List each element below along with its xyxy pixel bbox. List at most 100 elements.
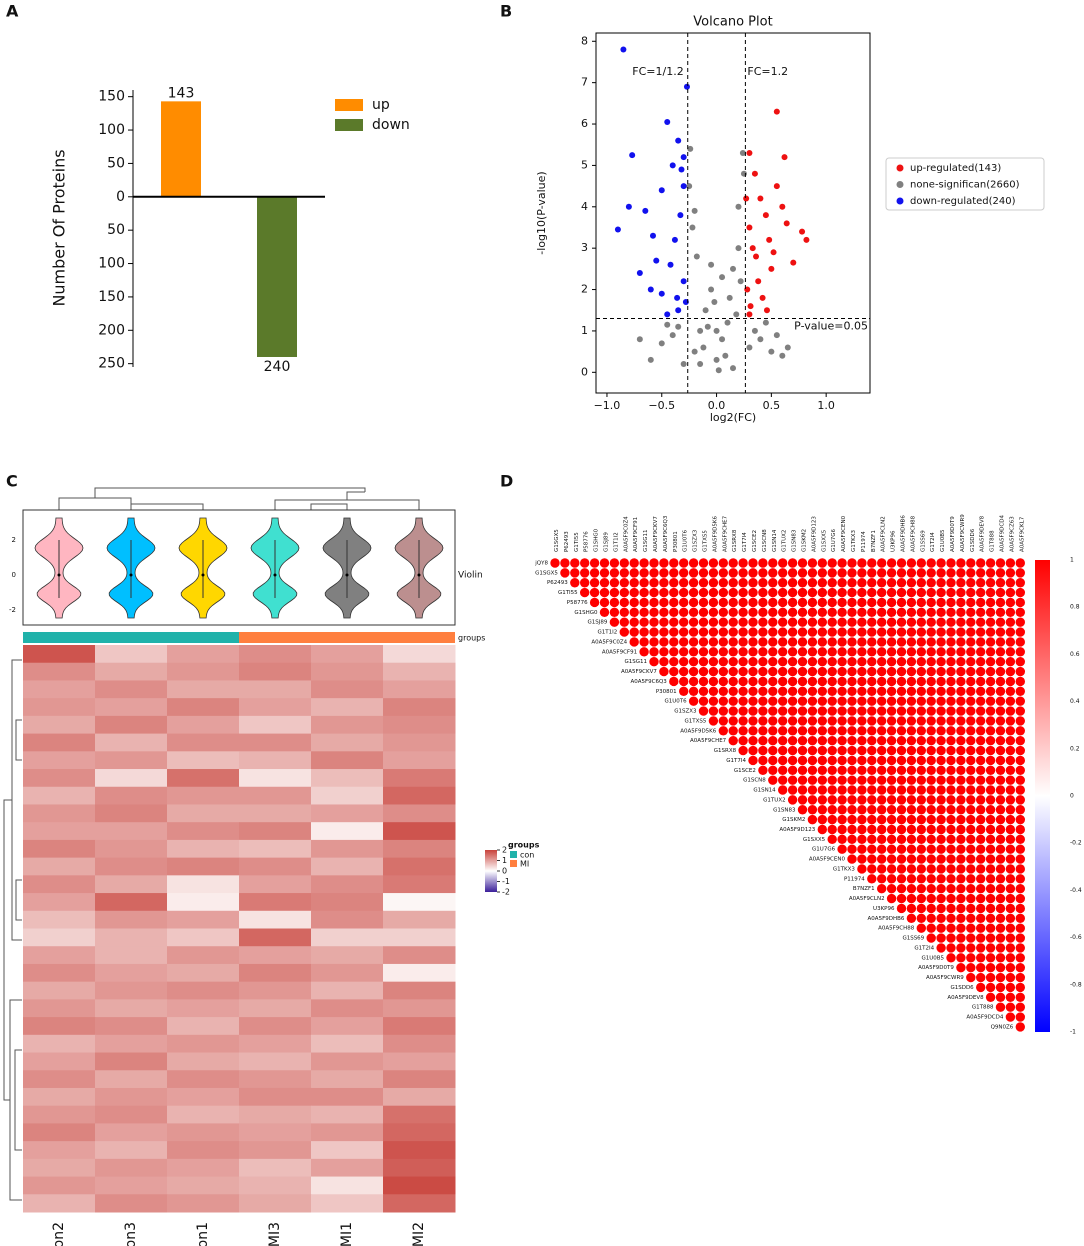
row-label: A0A5F9C6Q3 (630, 679, 667, 685)
heatmap-cell (95, 946, 168, 965)
correlation-dot (995, 923, 1006, 933)
correlation-dot (916, 706, 926, 716)
correlation-dot (738, 568, 748, 578)
correlation-dot (659, 627, 669, 637)
correlation-dot (1005, 953, 1016, 963)
column-label: G1U0T6 (683, 529, 689, 552)
correlation-dot (718, 696, 728, 706)
correlation-dot (688, 686, 699, 697)
legend-label: up (372, 97, 390, 113)
heatmap-cell (95, 698, 168, 717)
column-label: G1TKX3 (851, 530, 857, 552)
correlation-dot (639, 607, 649, 618)
correlation-dot (797, 765, 808, 775)
correlation-dot (1015, 854, 1025, 864)
correlation-dot (738, 666, 748, 677)
correlation-dot (738, 587, 748, 598)
correlation-dot (976, 686, 986, 697)
heatmap-cell (23, 662, 96, 681)
correlation-dot (956, 578, 966, 588)
correlation-dot (966, 568, 976, 578)
column-label: G1SN83 (792, 529, 798, 552)
correlation-dot (778, 716, 788, 726)
correlation-dot (807, 587, 818, 598)
heatmap-cell (95, 662, 168, 681)
correlation-dot (659, 587, 669, 598)
correlation-dot (985, 933, 996, 943)
colorbar-tick-label: -0.6 (1070, 934, 1082, 941)
correlation-dot (857, 735, 867, 746)
correlation-dot (936, 913, 946, 924)
correlation-dot (1015, 805, 1025, 815)
threshold-label: FC=1.2 (747, 65, 788, 78)
correlation-dot (936, 745, 946, 756)
correlation-dot (669, 558, 679, 568)
column-label: P30801 (673, 531, 679, 552)
column-label: A0A5F9D5K6 (712, 515, 718, 552)
correlation-dot (936, 795, 946, 805)
correlation-dot (966, 972, 976, 983)
correlation-dot (995, 745, 1006, 756)
correlation-dot (956, 834, 966, 845)
correlation-dot (906, 568, 917, 578)
correlation-dot (797, 706, 808, 716)
correlation-dot (1005, 844, 1016, 854)
correlation-dot (966, 627, 976, 637)
heatmap-cell (311, 715, 384, 735)
correlation-dot (886, 805, 897, 815)
correlation-dot (936, 864, 946, 874)
colorbar-tick-label: -0.2 (1070, 840, 1082, 847)
correlation-dot (985, 992, 996, 1002)
correlation-dot (916, 775, 926, 785)
correlation-dot (778, 765, 788, 775)
correlation-dot (639, 647, 649, 657)
correlation-dot (589, 587, 600, 598)
correlation-dot (708, 666, 719, 677)
correlation-dot (886, 558, 897, 568)
correlation-dot (1015, 745, 1025, 756)
correlation-dot (1015, 597, 1025, 608)
correlation-dot (758, 686, 768, 697)
heatmap-cell (95, 857, 168, 876)
correlation-dot (778, 627, 788, 637)
correlation-dot (976, 854, 986, 864)
correlation-dot (906, 617, 917, 627)
point (649, 232, 656, 239)
correlation-dot (758, 587, 768, 598)
correlation-dot (1005, 874, 1016, 884)
correlation-dot (896, 587, 907, 598)
correlation-dot (768, 607, 778, 618)
correlation-dot (886, 814, 897, 825)
correlation-dot (1015, 587, 1025, 598)
correlation-dot (906, 676, 917, 687)
correlation-dot (738, 627, 748, 637)
correlation-dot (946, 666, 956, 677)
correlation-dot (985, 558, 996, 568)
correlation-dot (906, 686, 917, 697)
correlation-dot (956, 568, 966, 578)
correlation-dot (708, 587, 719, 598)
correlation-dot (946, 558, 956, 568)
heatmap-cell (167, 1087, 240, 1107)
point (614, 226, 621, 233)
correlation-dot (639, 587, 649, 598)
correlation-dot (847, 814, 857, 825)
correlation-dot (916, 893, 926, 904)
correlation-dot (847, 558, 857, 568)
correlation-dot (976, 627, 986, 637)
correlation-dot (1015, 696, 1025, 706)
heatmap-cell (167, 680, 240, 699)
correlation-dot (867, 755, 877, 766)
correlation-dot (817, 696, 827, 706)
correlation-dot (985, 834, 996, 845)
correlation-dot (609, 568, 620, 578)
legend-label: down (372, 117, 410, 133)
correlation-dot (956, 874, 966, 884)
heatmap-cell (311, 928, 384, 947)
correlation-dot (995, 913, 1006, 924)
correlation-dot (718, 706, 728, 716)
point (783, 220, 790, 227)
correlation-dot (1015, 903, 1025, 914)
correlation-dot (976, 933, 986, 943)
correlation-dot (827, 785, 837, 795)
